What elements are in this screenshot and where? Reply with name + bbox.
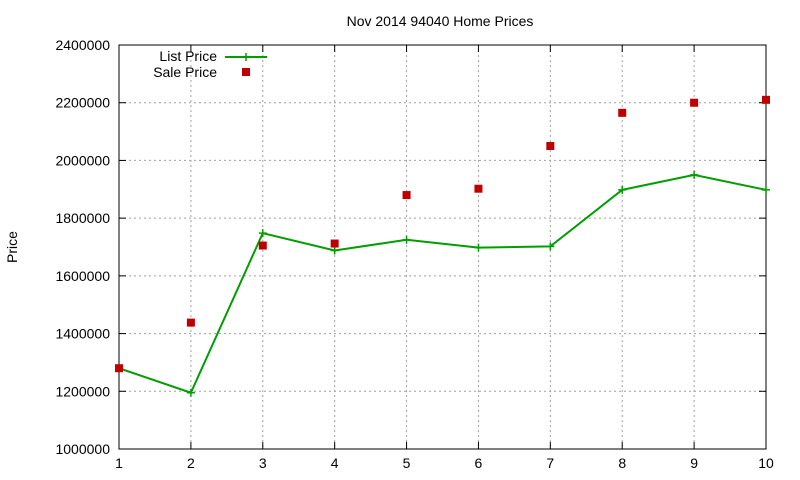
sale-price-point [690, 98, 699, 107]
list-price-point [690, 170, 699, 179]
y-tick-label: 1800000 [55, 210, 110, 226]
list-price-point [330, 246, 339, 255]
x-tick-label: 10 [758, 455, 774, 471]
x-tick-label: 4 [331, 455, 339, 471]
axes: 1000000 1200000 1400000 1600000 1800000 20000… [55, 37, 774, 471]
x-tick-label: 9 [690, 455, 698, 471]
legend-label-list-price: List Price [159, 48, 217, 64]
sale-price-point [115, 364, 123, 373]
legend-swatch-sale-price [242, 68, 250, 76]
y-axis-label: Price [4, 231, 20, 263]
x-tick-label: 8 [618, 455, 626, 471]
y-tick-label: 2000000 [55, 152, 110, 168]
list-price-point [546, 242, 555, 251]
list-price-point [258, 229, 267, 238]
legend-label-sale-price: Sale Price [153, 64, 217, 80]
y-tick-label: 2400000 [55, 37, 110, 53]
x-tick-label: 1 [115, 455, 123, 471]
y-tick-label: 2200000 [55, 95, 110, 111]
chart-title: Nov 2014 94040 Home Prices [347, 13, 534, 29]
list-price-point [402, 235, 411, 244]
x-tick-label: 7 [546, 455, 554, 471]
list-price-point [474, 243, 483, 252]
y-tick-label: 1200000 [55, 383, 110, 399]
x-tick-label: 6 [475, 455, 483, 471]
x-tick-label: 5 [403, 455, 411, 471]
sale-price-point [546, 142, 555, 150]
sale-price-point [258, 241, 267, 250]
sale-price-point [186, 318, 195, 327]
list-price-point [618, 185, 627, 194]
series-layer [115, 95, 770, 397]
grid [119, 45, 766, 449]
list-price-point [762, 185, 770, 194]
series-line-list-price [118, 173, 767, 394]
y-tick-label: 1600000 [55, 268, 110, 284]
x-tick-label: 2 [187, 455, 195, 471]
sale-price-point [402, 191, 411, 200]
sale-price-point [330, 239, 339, 248]
sale-price-point [618, 108, 627, 117]
list-price-point [186, 388, 195, 397]
legend: List Price Sale Price [153, 48, 267, 80]
y-tick-label: 1400000 [55, 326, 110, 342]
y-tick-label: 1000000 [55, 441, 110, 457]
legend-marker-list-price [242, 53, 250, 61]
sale-price-point [474, 184, 483, 193]
x-tick-label: 3 [259, 455, 267, 471]
plot-frame [118, 44, 767, 450]
sale-price-point [762, 95, 770, 104]
